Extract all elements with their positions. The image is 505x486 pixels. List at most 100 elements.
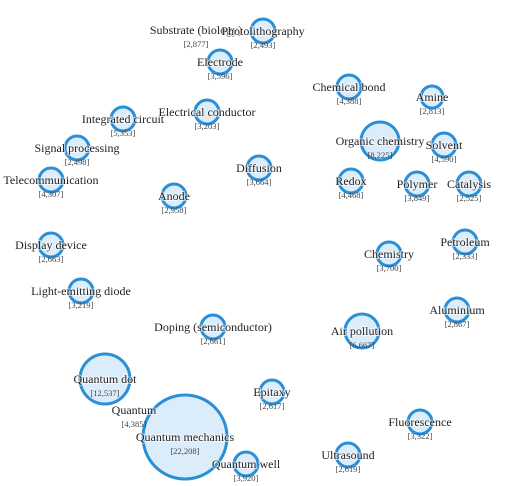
topic-node[interactable] bbox=[443, 296, 471, 324]
node-label: Quantum bbox=[112, 403, 157, 417]
node-circle bbox=[160, 182, 188, 210]
node-count: [2,333] bbox=[453, 251, 478, 261]
node-circle bbox=[67, 277, 95, 305]
topic-node[interactable] bbox=[249, 17, 277, 45]
node-count: [3,322] bbox=[408, 431, 433, 441]
node-label: Anode bbox=[158, 189, 190, 203]
topic-node[interactable] bbox=[430, 131, 458, 159]
node-label: Substrate (biology) bbox=[150, 23, 242, 37]
topic-node[interactable] bbox=[78, 352, 132, 406]
node-count: [6,667] bbox=[350, 340, 375, 350]
node-label: Diffusion bbox=[236, 161, 282, 175]
node-label: Doping (semiconductor) bbox=[154, 320, 272, 334]
topic-node[interactable] bbox=[455, 170, 483, 198]
topic-node[interactable] bbox=[419, 84, 445, 110]
node-count: [3,203] bbox=[195, 121, 220, 131]
topic-node[interactable] bbox=[403, 170, 431, 198]
node-label: Chemistry bbox=[364, 247, 414, 261]
node-count: [4,307] bbox=[39, 189, 64, 199]
node-circle bbox=[206, 48, 234, 76]
node-circle bbox=[37, 166, 65, 194]
node-circle bbox=[337, 167, 365, 195]
node-count: [8,225] bbox=[368, 150, 393, 160]
topic-node[interactable] bbox=[160, 182, 188, 210]
topic-node[interactable] bbox=[232, 450, 260, 478]
node-count: [2,498] bbox=[65, 157, 90, 167]
node-circle bbox=[451, 228, 479, 256]
topic-node[interactable] bbox=[335, 73, 363, 101]
node-circle bbox=[193, 98, 221, 126]
node-count: [3,664] bbox=[247, 177, 272, 187]
topic-node[interactable] bbox=[334, 441, 362, 469]
node-count: [3,920] bbox=[234, 473, 259, 483]
topic-node[interactable] bbox=[245, 154, 273, 182]
node-label: Photolithography bbox=[221, 24, 304, 38]
node-label: Integrated circuit bbox=[82, 112, 165, 126]
node-circle bbox=[78, 352, 132, 406]
topic-node[interactable] bbox=[406, 408, 434, 436]
node-count: [4,468] bbox=[339, 190, 364, 200]
node-circle bbox=[443, 296, 471, 324]
node-circle bbox=[109, 105, 137, 133]
node-label: Electrode bbox=[197, 55, 243, 69]
node-circle bbox=[334, 441, 362, 469]
node-circle bbox=[249, 17, 277, 45]
topic-node[interactable] bbox=[343, 312, 381, 350]
node-count: [2,867] bbox=[445, 319, 470, 329]
topic-node[interactable] bbox=[375, 240, 403, 268]
topic-node[interactable] bbox=[359, 120, 401, 162]
node-count: [2,525] bbox=[457, 193, 482, 203]
node-circle bbox=[406, 408, 434, 436]
node-count: [2,619] bbox=[336, 464, 361, 474]
topic-node[interactable] bbox=[141, 393, 229, 481]
node-label: Ultrasound bbox=[321, 448, 374, 462]
node-circle bbox=[375, 240, 403, 268]
node-count: [3,219] bbox=[69, 300, 94, 310]
node-count: [3,849] bbox=[405, 193, 430, 203]
node-label: Petroleum bbox=[440, 235, 490, 249]
node-count: [2,663] bbox=[39, 254, 64, 264]
node-circle bbox=[359, 120, 401, 162]
node-label: Quantum well bbox=[212, 457, 281, 471]
topic-node[interactable] bbox=[63, 134, 91, 162]
node-label: Air pollution bbox=[331, 324, 393, 338]
node-circle bbox=[141, 393, 229, 481]
node-label: Quantum dot bbox=[74, 372, 138, 386]
topic-node[interactable] bbox=[206, 48, 234, 76]
node-count: [2,493] bbox=[251, 40, 276, 50]
node-count: [2,813] bbox=[420, 106, 445, 116]
topic-node[interactable] bbox=[109, 105, 137, 133]
node-circle bbox=[403, 170, 431, 198]
node-count: [3,596] bbox=[208, 71, 233, 81]
node-label: Polymer bbox=[397, 177, 438, 191]
topic-node[interactable] bbox=[193, 98, 221, 126]
node-circle bbox=[419, 84, 445, 110]
node-label: Chemical bond bbox=[313, 80, 386, 94]
node-label: Aluminium bbox=[429, 303, 485, 317]
node-count: [3,700] bbox=[377, 263, 402, 273]
node-count: [5,353] bbox=[111, 128, 136, 138]
topic-node[interactable] bbox=[258, 378, 286, 406]
node-count: [4,388] bbox=[337, 96, 362, 106]
node-label: Display device bbox=[15, 238, 87, 252]
topic-node[interactable] bbox=[337, 167, 365, 195]
node-count: [2,617] bbox=[260, 401, 285, 411]
topic-node[interactable] bbox=[37, 166, 65, 194]
node-label: Telecommunication bbox=[3, 173, 98, 187]
topic-node[interactable] bbox=[451, 228, 479, 256]
node-label: Epitaxy bbox=[253, 385, 290, 399]
node-count: [22,208] bbox=[170, 446, 199, 456]
node-label: Electrical conductor bbox=[159, 105, 256, 119]
node-label: Redox bbox=[335, 174, 366, 188]
node-circle bbox=[455, 170, 483, 198]
node-label: Fluorescence bbox=[388, 415, 451, 429]
node-label: Solvent bbox=[426, 138, 463, 152]
topic-node[interactable] bbox=[67, 277, 95, 305]
topic-node[interactable] bbox=[199, 313, 227, 341]
node-count: [4,385] bbox=[122, 419, 147, 429]
node-label: Quantum mechanics bbox=[136, 430, 235, 444]
node-label: Catalysis bbox=[447, 177, 491, 191]
node-circle bbox=[258, 378, 286, 406]
topic-node[interactable] bbox=[37, 231, 65, 259]
